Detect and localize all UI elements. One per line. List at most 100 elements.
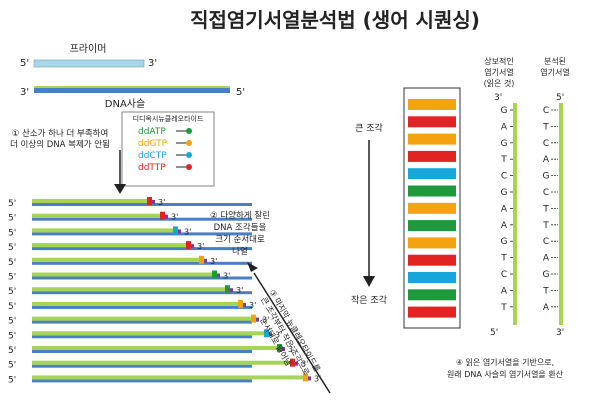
analyzed-base-8: C bbox=[543, 237, 549, 247]
template-strand-highlight bbox=[34, 86, 230, 88]
analyzed-base-10: G bbox=[543, 270, 550, 280]
fragment-tip-10 bbox=[277, 344, 282, 352]
fragment-strand-0 bbox=[32, 199, 147, 203]
analyzed-base-12: A bbox=[543, 303, 550, 313]
gel-band-3 bbox=[408, 150, 456, 162]
step2-line2: DNA 조각들을 bbox=[214, 222, 267, 233]
complementary-base-3: T bbox=[500, 155, 507, 165]
fragment-strand-5 bbox=[32, 272, 212, 277]
fragment-tip-1 bbox=[160, 211, 165, 220]
analyzed-base-5: C bbox=[543, 188, 549, 198]
fragment-tip-5 bbox=[212, 270, 217, 279]
primer-3prime: 3' bbox=[148, 58, 157, 69]
analyzed-base-2: C bbox=[543, 139, 549, 149]
complementary-top-3prime: 3' bbox=[494, 93, 502, 103]
fragment-5prime-6: 5' bbox=[8, 287, 16, 297]
ddntp-label-2: ddCTP bbox=[138, 151, 167, 161]
template-strand-bar bbox=[34, 87, 230, 93]
complementary-bottom-5prime: 5' bbox=[490, 328, 498, 338]
fragment-strand-11 bbox=[32, 360, 290, 365]
fragment-template-2 bbox=[32, 232, 252, 236]
analyzed-base-11: T bbox=[542, 286, 549, 296]
step2-line3: 크기 순서대로 bbox=[215, 235, 265, 245]
complementary-base-4: C bbox=[501, 172, 507, 182]
step4-line1: ④ 읽은 염기서열을 기반으로, bbox=[456, 358, 554, 367]
fragment-tip-cap-8 bbox=[256, 317, 259, 322]
fragment-3prime-3: 3' bbox=[197, 242, 204, 251]
complementary-base-2: G bbox=[501, 139, 508, 149]
ddntp-dot-2 bbox=[186, 152, 192, 158]
fragment-3prime-5: 3' bbox=[223, 272, 230, 281]
fragment-template-11 bbox=[32, 364, 252, 368]
fragment-3prime-10: 3' bbox=[288, 345, 295, 354]
gel-band-12 bbox=[408, 306, 456, 318]
fragment-tip-7 bbox=[238, 299, 243, 308]
fragment-tip-3 bbox=[186, 241, 191, 250]
fragment-template-3 bbox=[32, 247, 252, 251]
fragment-5prime-7: 5' bbox=[8, 302, 16, 312]
step1-line1: ① 산소가 하나 더 부족하여 bbox=[12, 128, 109, 139]
fragment-tip-cap-0 bbox=[152, 200, 155, 204]
fragment-5prime-4: 5' bbox=[8, 258, 16, 268]
dna-strand-label: DNA사슬 bbox=[105, 98, 145, 110]
gel-band-6 bbox=[408, 202, 456, 214]
step2-line1: ② 다양하게 잘린 bbox=[210, 210, 270, 221]
analyzed-top-5prime: 5' bbox=[556, 93, 564, 103]
fragment-tip-9 bbox=[264, 329, 269, 338]
ddntp-legend: 디디옥시뉴클레오타이드 ddATP ddGTP ddCTP ddTTP bbox=[121, 111, 215, 187]
complementary-base-1: A bbox=[501, 122, 508, 132]
gel-bands bbox=[408, 99, 456, 318]
complementary-strand-bar bbox=[513, 103, 517, 325]
analyzed-base-1: T bbox=[542, 122, 549, 132]
ddntp-label-3: ddTTP bbox=[138, 163, 166, 173]
ddntp-label-0: ddATP bbox=[138, 127, 166, 137]
fragment-tip-cap-3 bbox=[191, 244, 194, 249]
template-3prime: 3' bbox=[20, 87, 29, 98]
fragment-tip-cap-9 bbox=[269, 332, 272, 337]
fragment-tip-cap-2 bbox=[178, 229, 181, 234]
analyzed-bottom-3prime: 3' bbox=[556, 328, 564, 338]
fragment-template-9 bbox=[32, 335, 252, 339]
gel-band-11 bbox=[408, 289, 456, 301]
ddntp-dot-1 bbox=[186, 140, 192, 146]
analyzed-base-9: A bbox=[543, 254, 550, 264]
fragment-5prime-12: 5' bbox=[8, 375, 16, 385]
fragment-3prime-1: 3' bbox=[171, 213, 178, 222]
analyzed-strand-bar bbox=[559, 103, 563, 325]
primer-5prime: 5' bbox=[20, 58, 29, 69]
complementary-base-10: C bbox=[501, 270, 507, 280]
fragment-5prime-9: 5' bbox=[8, 331, 16, 341]
complementary-base-11: A bbox=[501, 286, 508, 296]
fragment-tip-12 bbox=[303, 373, 308, 382]
analyzed-header-2: 염기서열 bbox=[540, 68, 569, 77]
fragment-tip-cap-1 bbox=[165, 214, 168, 219]
gel-band-1 bbox=[408, 116, 456, 128]
fragment-5prime-1: 5' bbox=[8, 214, 16, 224]
fragment-3prime-7: 3' bbox=[249, 301, 256, 310]
fragment-5prime-10: 5' bbox=[8, 346, 16, 356]
complementary-base-9: T bbox=[500, 254, 507, 264]
fragment-template-0 bbox=[32, 203, 252, 206]
size-arrowhead bbox=[363, 276, 375, 287]
analyzed-header-1: 분석된 bbox=[544, 56, 566, 66]
fragment-3prime-4: 3' bbox=[210, 257, 217, 266]
fragment-template-8 bbox=[32, 320, 252, 324]
fragment-5prime-0: 5' bbox=[8, 199, 16, 209]
small-fragment-label: 작은 조각 bbox=[351, 294, 387, 306]
ddntp-dot-3 bbox=[186, 164, 192, 170]
fragment-strand-9 bbox=[32, 331, 264, 336]
fragment-3prime-8: 3' bbox=[262, 316, 269, 325]
step4-line2: 원래 DNA 사슬의 염기서열을 환산 bbox=[447, 369, 564, 379]
template-5prime: 5' bbox=[236, 87, 245, 98]
fragment-template-10 bbox=[32, 350, 252, 353]
fragment-3prime-9: 3' bbox=[275, 330, 282, 339]
fragment-tip-0 bbox=[147, 197, 152, 205]
complementary-header-1: 상보적인 bbox=[484, 56, 513, 66]
fragment-tip-cap-4 bbox=[204, 258, 207, 263]
step2-line4: 나열 bbox=[232, 247, 248, 257]
step3-arrowhead bbox=[247, 262, 258, 272]
fragment-template-4 bbox=[32, 261, 252, 265]
fragment-5prime-3: 5' bbox=[8, 243, 16, 253]
fragment-template-12 bbox=[32, 379, 252, 383]
fragment-5prime-11: 5' bbox=[8, 361, 16, 371]
